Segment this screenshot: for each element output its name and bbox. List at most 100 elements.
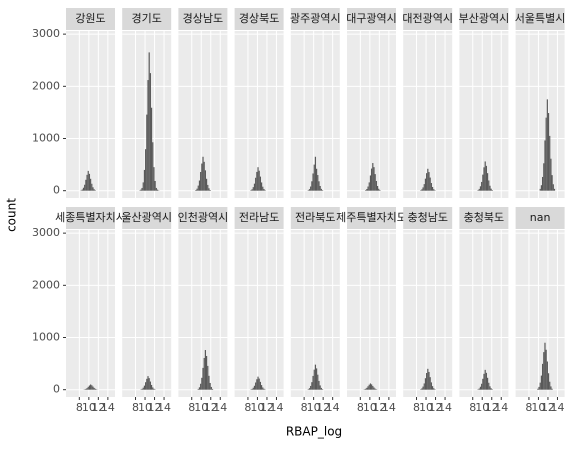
x-tick-label: 14 [494, 401, 508, 414]
bar [202, 156, 204, 191]
y-tick-label: 2000 [32, 278, 60, 291]
x-tick-label: 14 [269, 401, 283, 414]
bar [421, 189, 423, 191]
bar [94, 388, 96, 390]
bar [551, 175, 553, 191]
x-tick-label: 14 [550, 401, 564, 414]
bar [313, 369, 315, 390]
bar [86, 174, 88, 191]
x-tick-label: 12 [372, 401, 386, 414]
x-tick-label: 10 [307, 401, 321, 414]
bar [320, 387, 322, 390]
bar [428, 172, 430, 191]
bar [142, 182, 144, 191]
bar [256, 171, 258, 191]
strip-label: 충청남도 [407, 211, 447, 224]
bar [311, 382, 313, 390]
bar [483, 373, 485, 390]
bar [145, 149, 147, 191]
x-tick-label: 14 [157, 401, 171, 414]
bar [540, 375, 543, 390]
bar [318, 380, 320, 390]
bar [253, 385, 256, 390]
bar [371, 384, 373, 390]
bar [197, 388, 199, 390]
bar [488, 382, 490, 390]
bar [491, 190, 493, 191]
bar [90, 384, 92, 390]
bar [427, 368, 429, 390]
bar [321, 389, 324, 390]
bar [549, 135, 551, 191]
panel [234, 230, 284, 397]
bar [92, 386, 94, 390]
bar [478, 388, 480, 390]
bar [311, 181, 313, 191]
bar [251, 189, 253, 191]
bar [195, 190, 197, 191]
bar [482, 174, 484, 191]
bar [429, 377, 431, 390]
bar [143, 385, 146, 390]
strip-label: 제주특별자치도 [336, 211, 407, 224]
strip-label: 대전광역시 [402, 12, 453, 25]
bar [145, 382, 147, 390]
bar [490, 388, 492, 390]
bar [196, 188, 198, 191]
x-tick-label: 14 [213, 401, 227, 414]
strip-label: 전라남도 [239, 211, 279, 224]
bar [433, 189, 435, 191]
panel [515, 230, 565, 397]
bar [551, 388, 553, 390]
bar [478, 188, 480, 191]
bar [253, 183, 256, 191]
bar [374, 174, 376, 191]
strip [178, 8, 228, 30]
strip-label: 충청북도 [464, 211, 504, 224]
bar [479, 386, 482, 390]
x-tick-label: 8 [76, 401, 83, 414]
bar [549, 381, 551, 390]
bar [258, 378, 260, 390]
bar [546, 361, 548, 390]
panel [459, 230, 509, 397]
bar [201, 377, 203, 390]
bar [539, 382, 541, 390]
panel [66, 31, 115, 198]
bar [316, 368, 318, 390]
bar [547, 373, 550, 390]
bar [147, 80, 149, 191]
y-tick-label: 3000 [32, 27, 60, 40]
bar [255, 382, 257, 390]
bar [81, 189, 83, 191]
bar [369, 383, 372, 390]
strip [347, 207, 396, 229]
bar [310, 385, 312, 390]
x-tick-label: 8 [357, 401, 364, 414]
bar [93, 387, 95, 390]
bar [545, 349, 547, 390]
y-tick-label: 1000 [32, 132, 60, 145]
bar [143, 169, 146, 191]
bar [91, 385, 93, 390]
bar [539, 188, 541, 191]
bar [319, 385, 321, 390]
bar [552, 184, 554, 191]
bar [368, 384, 370, 390]
bar [318, 181, 320, 191]
bar [153, 388, 155, 390]
bar [433, 388, 435, 390]
bar [424, 178, 427, 191]
bar [209, 382, 211, 390]
bar [85, 388, 87, 390]
bar [203, 357, 205, 390]
bar [540, 185, 543, 191]
bar [261, 385, 263, 390]
panel [515, 31, 565, 198]
bar [424, 378, 427, 390]
strip-label: 강원도 [75, 12, 105, 25]
bar [310, 186, 312, 191]
x-tick-label: 12 [204, 401, 218, 414]
strip-label: 전라북도 [295, 211, 335, 224]
